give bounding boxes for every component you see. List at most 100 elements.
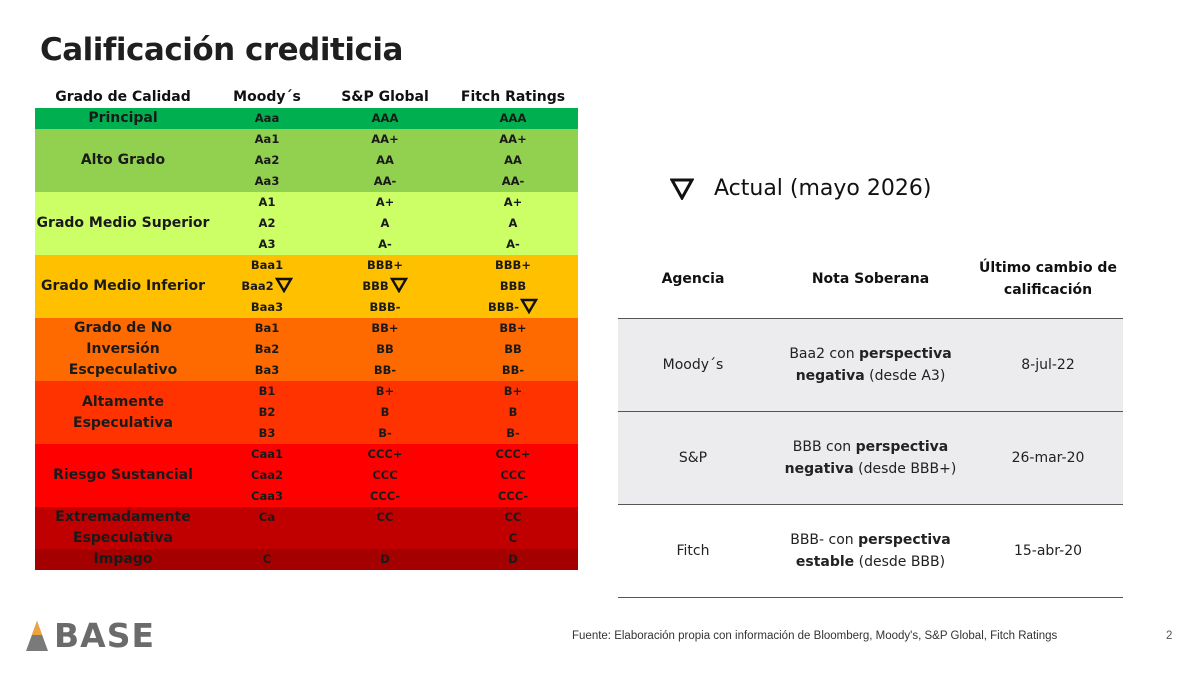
note-since-text: (desde BBB+) bbox=[853, 461, 957, 477]
rating-row: Baa1 BBB+ BBB+ bbox=[35, 255, 578, 276]
note-since-text: (desde A3) bbox=[864, 368, 946, 384]
rating-sp: BB bbox=[376, 342, 394, 356]
note-text: BBB con bbox=[792, 439, 856, 455]
page-title: Calificación crediticia bbox=[40, 32, 403, 68]
rating-row: Aa3 AA- AA- bbox=[35, 171, 578, 192]
rating-sp: D bbox=[380, 552, 390, 566]
header-last-change: Último cambio de calificación bbox=[979, 260, 1117, 298]
rating-row: B3 B- B- bbox=[35, 423, 578, 444]
rating-moodys: A2 bbox=[258, 216, 276, 230]
rating-moodys: Ba2 bbox=[254, 342, 280, 356]
note-cell: BBB- con perspectiva estable (desde BBB) bbox=[768, 505, 973, 597]
grade-label: Principal bbox=[88, 110, 158, 126]
rating-moodys: Baa1 bbox=[250, 258, 284, 272]
ratings-table-body: Principal Aaa AAA AAA Alto Grado Aa1 AA+ AA+ Aa2… bbox=[35, 108, 578, 570]
rating-row: A3 A- A- bbox=[35, 234, 578, 255]
rating-row: Caa1 CCC+ CCC+ bbox=[35, 444, 578, 465]
rating-sp: AA- bbox=[373, 174, 397, 188]
rating-band: Principal Aaa AAA AAA bbox=[35, 108, 578, 129]
rating-row: Caa2 CCC CCC bbox=[35, 465, 578, 486]
rating-fitch: BBB+ bbox=[495, 258, 531, 272]
header-grade: Grado de Calidad bbox=[55, 89, 191, 105]
rating-fitch: BBB bbox=[499, 279, 527, 293]
rating-band: Riesgo Sustancial Caa1 CCC+ CCC+ Caa2 CCC CCC C… bbox=[35, 444, 578, 507]
outlook-text: perspectiva negativa bbox=[795, 346, 952, 384]
grade-label: Grado Medio Inferior bbox=[40, 278, 206, 294]
rating-row: Aa2 AA AA bbox=[35, 150, 578, 171]
rating-row: A1 A+ A+ bbox=[35, 192, 578, 213]
rating-fitch: B bbox=[508, 405, 518, 419]
current-rating-marker-icon bbox=[274, 277, 293, 296]
rating-moodys: Ca bbox=[258, 510, 276, 524]
rating-fitch: A+ bbox=[503, 195, 523, 209]
grade-label: Riesgo Sustancial bbox=[53, 467, 193, 483]
rating-moodys: B3 bbox=[258, 426, 276, 440]
rating-moodys: C bbox=[262, 552, 272, 566]
rating-sp: A+ bbox=[375, 195, 395, 209]
note-text: BBB- con bbox=[790, 532, 859, 548]
rating-fitch: C bbox=[508, 531, 518, 545]
rating-row: Ba2 BB BB bbox=[35, 339, 578, 360]
rating-moodys: A1 bbox=[258, 195, 276, 209]
rating-sp: BBB bbox=[325, 277, 445, 296]
rating-sp: BB- bbox=[373, 363, 397, 377]
grade-label: Extremadamente Especulativa bbox=[55, 509, 191, 546]
rating-sp: CCC- bbox=[369, 489, 401, 503]
sovereign-table-header: Agencia Nota Soberana Último cambio de c… bbox=[618, 240, 1123, 319]
down-triangle-icon bbox=[670, 178, 694, 200]
legend: Actual (mayo 2026) bbox=[670, 176, 931, 201]
source-note: Fuente: Elaboración propia con informaci… bbox=[572, 630, 1058, 642]
rating-moodys: Aa2 bbox=[254, 153, 280, 167]
rating-moodys: Baa3 bbox=[250, 300, 284, 314]
rating-sp: BB+ bbox=[371, 321, 399, 335]
rating-fitch: BB+ bbox=[499, 321, 527, 335]
rating-fitch: CCC- bbox=[497, 489, 529, 503]
rating-row: Aa1 AA+ AA+ bbox=[35, 129, 578, 150]
rating-moodys: Caa1 bbox=[251, 447, 283, 461]
note-since-text: (desde BBB) bbox=[854, 554, 946, 570]
page-number: 2 bbox=[1166, 630, 1173, 642]
agency-cell: S&P bbox=[678, 450, 708, 466]
date-cell: 26-mar-20 bbox=[1011, 450, 1085, 466]
rating-sp: AA bbox=[376, 153, 394, 167]
logo-text: BASE bbox=[54, 616, 156, 655]
rating-fitch: BB bbox=[504, 342, 522, 356]
rating-sp: B- bbox=[378, 426, 392, 440]
rating-row: A2 A A bbox=[35, 213, 578, 234]
ratings-table-header: Grado de Calidad Moody´s S&P Global Fitc… bbox=[35, 86, 578, 108]
agency-cell: Fitch bbox=[676, 543, 710, 559]
rating-moodys: Baa2 bbox=[207, 277, 327, 296]
rating-moodys: Aa1 bbox=[254, 132, 280, 146]
rating-moodys: A3 bbox=[258, 237, 276, 251]
rating-band: Grado de No Inversión Escpeculativo Ba1 BB… bbox=[35, 318, 578, 381]
table-row: S&P BBB con perspectiva negativa (desde … bbox=[618, 412, 1123, 505]
date-cell: 8-jul-22 bbox=[1021, 357, 1075, 373]
rating-sp: CCC+ bbox=[367, 447, 403, 461]
header-note: Nota Soberana bbox=[811, 271, 930, 287]
ratings-table: Grado de Calidad Moody´s S&P Global Fitc… bbox=[35, 86, 578, 570]
note-cell: Baa2 con perspectiva negativa (desde A3) bbox=[768, 319, 973, 411]
rating-row: Baa2 BBB BBB bbox=[35, 276, 578, 297]
outlook-text: perspectiva estable bbox=[795, 532, 951, 570]
header-sp: S&P Global bbox=[341, 89, 429, 105]
rating-fitch: A bbox=[508, 216, 518, 230]
current-rating-marker-icon bbox=[389, 277, 408, 296]
rating-sp: B+ bbox=[375, 384, 395, 398]
rating-band: Impago C D D bbox=[35, 549, 578, 570]
rating-fitch: A- bbox=[506, 237, 520, 251]
rating-fitch: B- bbox=[506, 426, 520, 440]
rating-row: Caa3 CCC- CCC- bbox=[35, 486, 578, 507]
agency-cell: Moody´s bbox=[662, 357, 724, 373]
rating-sp: AA+ bbox=[371, 132, 399, 146]
rating-moodys: Aa3 bbox=[254, 174, 280, 188]
rating-moodys: Ba3 bbox=[254, 363, 280, 377]
base-logo: BASE bbox=[24, 616, 155, 655]
rating-fitch: AA+ bbox=[499, 132, 527, 146]
current-rating-marker-icon bbox=[519, 298, 539, 317]
rating-sp: BBB+ bbox=[367, 258, 403, 272]
grade-label: Altamente Especulativa bbox=[73, 393, 173, 431]
rating-sp: CC bbox=[376, 510, 394, 524]
rating-fitch: AAA bbox=[499, 111, 527, 125]
rating-moodys: B1 bbox=[258, 384, 276, 398]
